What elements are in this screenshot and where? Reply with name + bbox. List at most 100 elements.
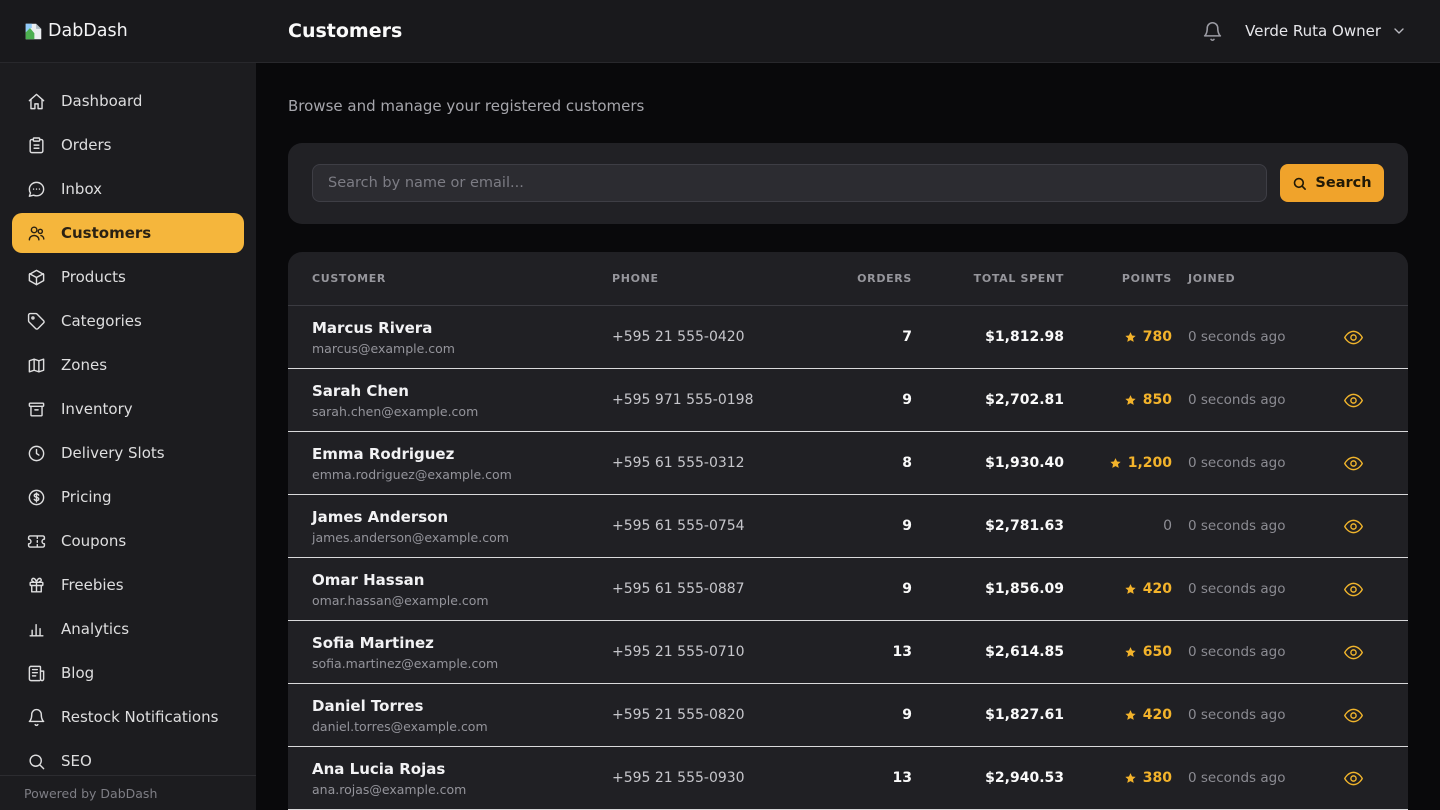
joined-cell: 0 seconds ago bbox=[1188, 329, 1286, 345]
chevron-down-icon bbox=[1391, 23, 1407, 39]
powered-by-text: Powered by DabDash bbox=[24, 785, 158, 801]
sidebar-item-label: Dashboard bbox=[61, 92, 143, 110]
points-value: 0 bbox=[1163, 518, 1172, 534]
sidebar-item-customers[interactable]: Customers bbox=[12, 213, 244, 253]
search-input[interactable] bbox=[312, 164, 1267, 202]
points-value: 420 bbox=[1142, 707, 1172, 723]
customer-cell: Marcus Rivera marcus@example.com bbox=[312, 319, 612, 356]
action-cell bbox=[1322, 768, 1384, 789]
table-row: Daniel Torres daniel.torres@example.com +5… bbox=[288, 684, 1408, 747]
total-spent-cell: $1,812.98 bbox=[985, 329, 1064, 345]
page-title: Customers bbox=[288, 20, 403, 42]
bell-icon bbox=[27, 708, 46, 727]
customer-email: daniel.torres@example.com bbox=[312, 718, 488, 734]
archive-icon bbox=[27, 400, 46, 419]
customers-table: CUSTOMER PHONE ORDERS TOTAL SPENT POINTS JOIN… bbox=[288, 252, 1408, 810]
home-icon bbox=[27, 92, 46, 111]
customer-cell: Sofia Martinez sofia.martinez@example.com bbox=[312, 634, 612, 671]
sidebar-item-zones[interactable]: Zones bbox=[12, 345, 244, 385]
joined-cell: 0 seconds ago bbox=[1188, 455, 1286, 471]
total-spent-cell: $1,930.40 bbox=[985, 455, 1064, 471]
table-row: Emma Rodriguez emma.rodriguez@example.com… bbox=[288, 432, 1408, 495]
orders-cell: 9 bbox=[902, 392, 912, 408]
brand-logo: DabDash bbox=[0, 21, 256, 41]
sidebar-item-inbox[interactable]: Inbox bbox=[12, 169, 244, 209]
view-customer-button[interactable] bbox=[1343, 579, 1364, 600]
sidebar-item-seo[interactable]: SEO bbox=[12, 741, 244, 781]
column-header-phone: PHONE bbox=[612, 272, 659, 285]
sidebar-item-label: Pricing bbox=[61, 488, 112, 506]
sidebar-item-blog[interactable]: Blog bbox=[12, 653, 244, 693]
customer-cell: Emma Rodriguez emma.rodriguez@example.com bbox=[312, 445, 612, 482]
customer-email: sarah.chen@example.com bbox=[312, 403, 479, 419]
joined-cell: 0 seconds ago bbox=[1188, 644, 1286, 660]
action-cell bbox=[1322, 453, 1384, 474]
customer-name: Sarah Chen bbox=[312, 381, 409, 400]
points-value: 780 bbox=[1142, 329, 1172, 345]
sidebar-item-categories[interactable]: Categories bbox=[12, 301, 244, 341]
sidebar-item-restock-notifications[interactable]: Restock Notifications bbox=[12, 697, 244, 737]
sidebar-item-dashboard[interactable]: Dashboard bbox=[12, 81, 244, 121]
customer-name: Ana Lucia Rojas bbox=[312, 759, 446, 778]
chat-bubble-icon bbox=[27, 180, 46, 199]
customer-name: Daniel Torres bbox=[312, 696, 424, 715]
phone-cell: +595 61 555-0887 bbox=[612, 581, 745, 597]
view-customer-button[interactable] bbox=[1343, 327, 1364, 348]
sidebar-item-inventory[interactable]: Inventory bbox=[12, 389, 244, 429]
column-header-joined: JOINED bbox=[1188, 272, 1236, 285]
star-icon bbox=[1124, 646, 1137, 659]
joined-cell: 0 seconds ago bbox=[1188, 392, 1286, 408]
sidebar-item-freebies[interactable]: Freebies bbox=[12, 565, 244, 605]
sidebar-item-label: Inbox bbox=[61, 180, 103, 198]
sidebar-item-label: Customers bbox=[61, 224, 152, 242]
view-customer-button[interactable] bbox=[1343, 453, 1364, 474]
action-cell bbox=[1322, 390, 1384, 411]
view-customer-button[interactable] bbox=[1343, 516, 1364, 537]
eye-icon bbox=[1343, 390, 1364, 411]
sidebar-item-label: Zones bbox=[61, 356, 108, 374]
sidebar-item-analytics[interactable]: Analytics bbox=[12, 609, 244, 649]
orders-cell: 13 bbox=[892, 770, 912, 786]
sidebar-item-label: Categories bbox=[61, 312, 142, 330]
view-customer-button[interactable] bbox=[1343, 768, 1364, 789]
points-value: 1,200 bbox=[1127, 455, 1172, 471]
total-spent-cell: $1,827.61 bbox=[985, 707, 1064, 723]
view-customer-button[interactable] bbox=[1343, 705, 1364, 726]
view-customer-button[interactable] bbox=[1343, 642, 1364, 663]
sidebar-footer: Powered by DabDash bbox=[0, 775, 256, 810]
clipboard-icon bbox=[27, 136, 46, 155]
column-header-total-spent: TOTAL SPENT bbox=[973, 272, 1064, 285]
total-spent-cell: $2,940.53 bbox=[985, 770, 1064, 786]
orders-cell: 13 bbox=[892, 644, 912, 660]
bar-chart-icon bbox=[27, 620, 46, 639]
notifications-bell-icon[interactable] bbox=[1202, 21, 1223, 42]
customer-cell: James Anderson james.anderson@example.com bbox=[312, 508, 612, 545]
customer-name: James Anderson bbox=[312, 507, 449, 526]
search-button[interactable]: Search bbox=[1280, 164, 1384, 202]
sidebar-item-orders[interactable]: Orders bbox=[12, 125, 244, 165]
phone-cell: +595 61 555-0754 bbox=[612, 518, 745, 534]
joined-cell: 0 seconds ago bbox=[1188, 707, 1286, 723]
eye-icon bbox=[1343, 453, 1364, 474]
table-row: Marcus Rivera marcus@example.com +595 21 5… bbox=[288, 306, 1408, 369]
total-spent-cell: $2,781.63 bbox=[985, 518, 1064, 534]
search-button-label: Search bbox=[1315, 175, 1372, 191]
table-row: Omar Hassan omar.hassan@example.com +595 6… bbox=[288, 558, 1408, 621]
eye-icon bbox=[1343, 516, 1364, 537]
points-cell: 650 bbox=[1064, 644, 1172, 660]
sidebar-item-delivery-slots[interactable]: Delivery Slots bbox=[12, 433, 244, 473]
customer-cell: Daniel Torres daniel.torres@example.com bbox=[312, 697, 612, 734]
table-row: Sofia Martinez sofia.martinez@example.com… bbox=[288, 621, 1408, 684]
broken-image-icon bbox=[24, 22, 43, 41]
sidebar-item-pricing[interactable]: Pricing bbox=[12, 477, 244, 517]
clock-icon bbox=[27, 444, 46, 463]
sidebar-item-products[interactable]: Products bbox=[12, 257, 244, 297]
sidebar-item-coupons[interactable]: Coupons bbox=[12, 521, 244, 561]
joined-cell: 0 seconds ago bbox=[1188, 518, 1286, 534]
user-menu[interactable]: Verde Ruta Owner bbox=[1245, 22, 1407, 40]
tag-icon bbox=[27, 312, 46, 331]
view-customer-button[interactable] bbox=[1343, 390, 1364, 411]
phone-cell: +595 971 555-0198 bbox=[612, 392, 754, 408]
table-body: Marcus Rivera marcus@example.com +595 21 5… bbox=[288, 306, 1408, 810]
